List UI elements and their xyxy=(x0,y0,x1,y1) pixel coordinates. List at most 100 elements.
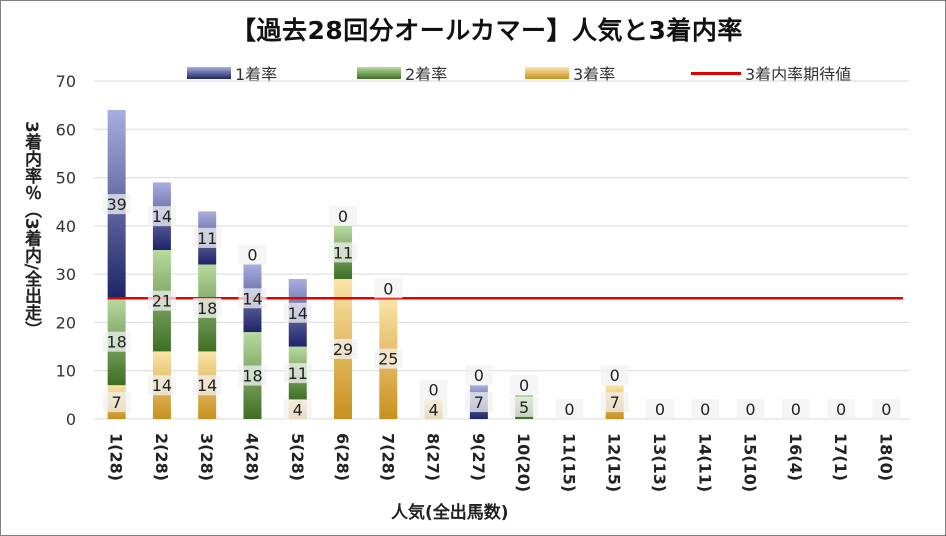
data-label-background xyxy=(464,392,493,413)
data-label-background xyxy=(238,244,267,265)
data-label-background xyxy=(193,297,222,318)
data-label-1st: 39 xyxy=(106,195,126,214)
data-label-3rd: 14 xyxy=(197,376,217,395)
data-label-background xyxy=(419,399,448,420)
x-tick-label: 11(15) xyxy=(559,433,578,492)
legend: 1着率 2着率 3着率 3着内率期待値 xyxy=(1,61,945,85)
data-label-1st: 14 xyxy=(288,304,308,323)
data-label-background xyxy=(872,399,901,419)
x-axis-title: 人気(全出馬数) xyxy=(391,503,509,523)
data-label-background xyxy=(329,338,358,359)
legend-label-expected: 3着内率期待値 xyxy=(745,65,852,84)
data-label-3rd: 7 xyxy=(112,393,122,412)
y-tick-label: 10 xyxy=(56,362,76,381)
y-tick-label: 70 xyxy=(56,72,76,91)
data-label-1st: 0 xyxy=(519,376,529,395)
x-tick-label: 16(4) xyxy=(786,433,805,481)
data-label-background xyxy=(645,399,674,419)
data-label-3rd: 4 xyxy=(428,400,438,419)
data-label-1st: 11 xyxy=(197,229,217,248)
data-label-background xyxy=(283,363,312,384)
data-label-1st: 0 xyxy=(610,366,620,385)
data-label-2nd: 0 xyxy=(474,366,484,385)
x-tick-label: 13(13) xyxy=(650,433,669,492)
data-label-3rd: 14 xyxy=(152,376,172,395)
data-label-background xyxy=(510,396,539,417)
legend-item-2nd: 2着率 xyxy=(357,61,447,85)
legend-item-3rd: 3着率 xyxy=(525,61,615,85)
data-label-background xyxy=(329,205,358,226)
data-label-1st: 0 xyxy=(655,400,665,419)
data-label-3rd: 25 xyxy=(378,350,398,369)
data-label-1st: 0 xyxy=(745,400,755,419)
data-label-1st: 7 xyxy=(474,393,484,412)
data-label-1st: 14 xyxy=(152,207,172,226)
data-label-background xyxy=(510,374,539,395)
x-tick-label: 2(28) xyxy=(152,433,171,481)
x-tick-label: 10(20) xyxy=(514,433,533,492)
data-label-background xyxy=(419,379,448,400)
x-tick-label: 9(27) xyxy=(469,433,488,481)
data-label-1st: 0 xyxy=(338,207,348,226)
data-label-background xyxy=(102,194,131,215)
data-label-background xyxy=(691,399,720,419)
chart-title: 【過去28回分オールカマー】人気と3着内率 xyxy=(231,16,743,45)
data-label-background xyxy=(464,365,493,386)
legend-label-2nd: 2着率 xyxy=(405,65,448,84)
data-label-background xyxy=(102,331,131,352)
legend-swatch-1st xyxy=(187,67,231,79)
x-tick-label: 1(28) xyxy=(107,433,126,481)
x-tick-label: 3(28) xyxy=(197,433,216,481)
data-label-background xyxy=(147,206,176,227)
data-label-2nd: 5 xyxy=(519,398,529,417)
data-label-1st: 0 xyxy=(836,400,846,419)
data-label-2nd: 11 xyxy=(333,243,353,262)
legend-item-1st: 1着率 xyxy=(187,61,277,85)
data-label-background xyxy=(736,399,765,419)
data-label-3rd: 29 xyxy=(333,340,353,359)
data-label-background xyxy=(781,399,810,419)
legend-swatch-2nd xyxy=(357,67,401,79)
data-label-1st: 0 xyxy=(564,400,574,419)
legend-swatch-3rd xyxy=(525,67,569,79)
data-label-1st: 0 xyxy=(383,279,393,298)
data-label-background xyxy=(283,302,312,323)
data-label-background xyxy=(827,399,856,419)
data-label-background xyxy=(374,348,403,369)
data-label-background xyxy=(374,278,403,299)
x-tick-label: 18(0) xyxy=(876,433,895,481)
data-label-background xyxy=(147,290,176,311)
data-label-1st: 0 xyxy=(700,400,710,419)
y-tick-label: 20 xyxy=(56,313,76,332)
data-label-2nd: 21 xyxy=(152,292,172,311)
data-label-2nd: 18 xyxy=(242,367,262,386)
legend-label-1st: 1着率 xyxy=(235,65,278,84)
x-tick-label: 12(15) xyxy=(605,433,624,492)
data-label-background xyxy=(147,375,176,396)
data-label-background xyxy=(193,375,222,396)
x-tick-label: 8(27) xyxy=(424,433,443,481)
y-tick-label: 0 xyxy=(66,410,76,429)
data-label-1st: 0 xyxy=(428,381,438,400)
data-label-2nd: 18 xyxy=(197,299,217,318)
x-tick-label: 5(28) xyxy=(288,433,307,481)
legend-item-expected: 3着内率期待値 xyxy=(691,61,851,85)
y-tick-label: 30 xyxy=(56,265,76,284)
x-tick-label: 7(28) xyxy=(378,433,397,481)
data-label-background xyxy=(555,399,584,419)
y-tick-label: 60 xyxy=(56,120,76,139)
data-label-2nd: 18 xyxy=(106,333,126,352)
data-label-background xyxy=(600,392,629,413)
x-tick-label: 14(11) xyxy=(695,433,714,492)
data-label-background xyxy=(193,227,222,248)
data-label-1st: 14 xyxy=(242,289,262,308)
data-label-background xyxy=(102,392,131,413)
data-label-1st: 0 xyxy=(881,400,891,419)
data-label-background xyxy=(238,288,267,309)
data-label-2nd: 11 xyxy=(288,364,308,383)
legend-swatch-expected xyxy=(691,71,741,75)
data-label-background xyxy=(600,365,629,386)
x-tick-label: 6(28) xyxy=(333,433,352,481)
